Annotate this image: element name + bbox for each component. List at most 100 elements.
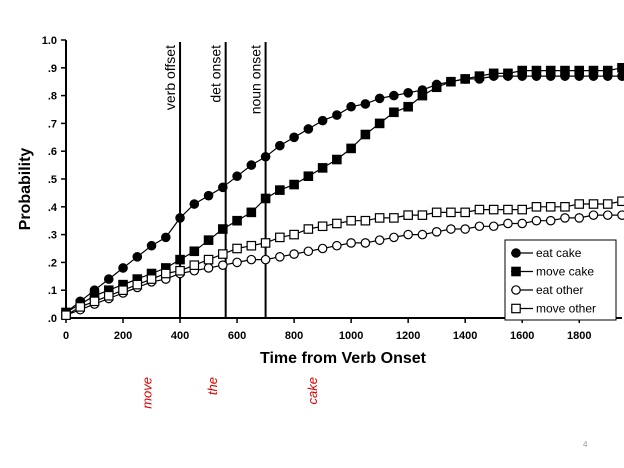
y-tick-label: .5 bbox=[48, 174, 57, 186]
data-point-move-cake bbox=[431, 82, 442, 93]
data-point-eat-other bbox=[303, 246, 314, 257]
y-tick-label: .4 bbox=[48, 202, 58, 214]
data-point-eat-other bbox=[260, 254, 271, 265]
data-point-eat-cake bbox=[374, 93, 385, 104]
data-point-move-other bbox=[531, 202, 542, 212]
data-point-eat-other bbox=[218, 260, 228, 270]
data-point-move-cake bbox=[588, 65, 599, 76]
data-point-move-other bbox=[360, 215, 371, 226]
data-point-move-cake bbox=[189, 246, 200, 257]
data-point-eat-other bbox=[531, 215, 542, 226]
data-point-eat-cake bbox=[203, 190, 214, 201]
data-point-eat-other bbox=[517, 218, 528, 229]
x-tick-label: 1000 bbox=[339, 330, 363, 342]
data-point-eat-other bbox=[317, 243, 328, 254]
data-point-move-other bbox=[160, 268, 171, 279]
legend: eat cake move cake eat other move other bbox=[504, 239, 617, 321]
data-point-move-other bbox=[61, 310, 71, 321]
data-point-move-cake bbox=[374, 118, 385, 129]
data-point-move-cake bbox=[332, 154, 342, 165]
x-tick-label: 1400 bbox=[453, 330, 477, 342]
data-point-eat-other bbox=[588, 210, 599, 220]
data-point-move-other bbox=[346, 215, 356, 226]
data-point-eat-other bbox=[574, 213, 585, 223]
data-point-eat-cake bbox=[232, 171, 242, 182]
data-point-move-other bbox=[317, 221, 328, 232]
data-point-move-other bbox=[417, 210, 428, 220]
data-point-eat-other bbox=[332, 240, 342, 251]
data-point-eat-other bbox=[246, 254, 257, 265]
data-point-move-cake bbox=[203, 235, 214, 245]
data-point-eat-other bbox=[431, 227, 442, 237]
data-point-move-other bbox=[431, 207, 442, 218]
data-point-eat-cake bbox=[317, 115, 328, 126]
data-point-eat-cake bbox=[218, 182, 228, 193]
data-point-move-cake bbox=[474, 71, 485, 81]
data-point-eat-cake bbox=[189, 199, 200, 209]
data-point-move-cake bbox=[417, 90, 428, 101]
data-point-move-cake bbox=[446, 76, 456, 87]
data-point-eat-cake bbox=[246, 160, 257, 170]
data-point-move-other bbox=[246, 240, 257, 251]
word-annotations: move the cake bbox=[140, 377, 320, 409]
y-tick-label: .9 bbox=[48, 63, 57, 75]
data-point-move-other bbox=[89, 296, 100, 307]
legend-label-eat-cake: eat cake bbox=[536, 246, 582, 260]
data-point-eat-other bbox=[617, 210, 624, 220]
data-point-eat-cake bbox=[260, 151, 271, 162]
data-point-move-other bbox=[218, 249, 228, 259]
data-point-move-cake bbox=[232, 215, 242, 226]
y-ticks: .0 .1 .2 .3 .4 .5 .6 .7 .8 .9 1.0 bbox=[42, 35, 66, 325]
x-tick-label: 0 bbox=[63, 330, 69, 342]
data-point-eat-other bbox=[503, 218, 513, 229]
x-axis-title: Time from Verb Onset bbox=[260, 350, 427, 367]
data-point-move-other bbox=[545, 202, 556, 212]
event-label-det-onset: det onset bbox=[208, 45, 224, 103]
data-point-eat-other bbox=[360, 238, 371, 248]
data-point-move-cake bbox=[403, 101, 413, 112]
y-tick-label: 1.0 bbox=[42, 35, 57, 47]
data-point-move-cake bbox=[218, 224, 228, 234]
data-point-move-other bbox=[203, 254, 214, 265]
series-line-move-other bbox=[65, 200, 623, 316]
data-point-move-other bbox=[103, 290, 114, 301]
y-axis-title: Probability bbox=[17, 148, 34, 231]
series-line-eat-cake bbox=[65, 75, 622, 313]
y-tick-label: .0 bbox=[48, 313, 57, 325]
data-point-move-other bbox=[332, 218, 342, 229]
series-group bbox=[61, 62, 624, 321]
data-point-move-other bbox=[617, 196, 624, 207]
y-tick-label: .7 bbox=[48, 118, 57, 130]
legend-marker-move-cake bbox=[511, 266, 521, 277]
data-point-move-cake bbox=[260, 193, 271, 204]
data-point-eat-cake bbox=[103, 274, 114, 284]
series-move-other bbox=[61, 196, 624, 321]
data-point-eat-cake bbox=[346, 101, 356, 112]
data-point-move-other bbox=[289, 229, 299, 240]
data-point-move-cake bbox=[360, 129, 371, 140]
data-point-move-other bbox=[275, 232, 285, 243]
data-point-eat-other bbox=[602, 210, 613, 220]
data-point-eat-other bbox=[289, 249, 299, 259]
data-point-eat-other bbox=[560, 213, 570, 223]
data-point-eat-cake bbox=[389, 90, 399, 101]
data-point-move-other bbox=[574, 199, 585, 209]
legend-label-move-cake: move cake bbox=[536, 265, 594, 279]
data-point-eat-other bbox=[275, 252, 285, 262]
data-point-move-other bbox=[132, 279, 143, 290]
data-point-move-cake bbox=[503, 68, 513, 79]
data-point-move-other bbox=[303, 224, 314, 234]
x-ticks: 0 200 400 600 800 1000 1200 1400 1600 1800 bbox=[63, 318, 591, 342]
data-point-move-other bbox=[602, 199, 613, 209]
data-point-eat-cake bbox=[275, 140, 285, 151]
data-point-eat-cake bbox=[132, 252, 143, 262]
data-point-eat-other bbox=[545, 215, 556, 226]
event-label-verb-offset: verb offset bbox=[162, 45, 178, 110]
data-point-move-other bbox=[517, 204, 528, 215]
data-point-move-other bbox=[374, 213, 385, 223]
data-point-eat-other bbox=[460, 224, 470, 234]
event-lines: verb offset det onset noun onset bbox=[162, 42, 267, 318]
data-point-move-other bbox=[460, 207, 470, 218]
data-point-move-other bbox=[403, 210, 413, 220]
